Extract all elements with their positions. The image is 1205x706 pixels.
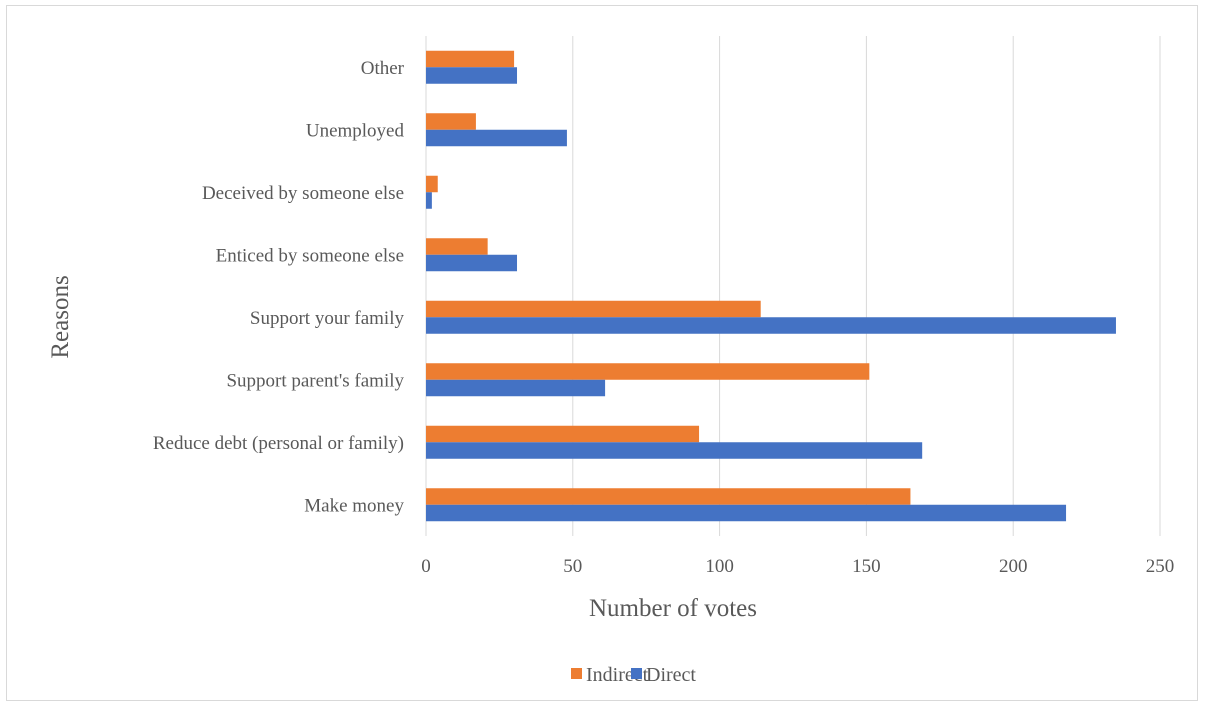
y-axis-title: Reasons bbox=[47, 275, 74, 358]
bar-direct bbox=[426, 379, 606, 397]
category-label: Support parent's family bbox=[226, 370, 404, 391]
bar-direct bbox=[426, 67, 518, 84]
bar-indirect bbox=[426, 488, 911, 505]
bar-direct bbox=[426, 317, 1116, 334]
bar-indirect bbox=[426, 300, 761, 318]
category-label: Make money bbox=[304, 495, 404, 516]
bar-direct bbox=[426, 442, 923, 459]
legend-swatch-indirect bbox=[571, 668, 582, 679]
category-label: Deceived by someone else bbox=[202, 183, 404, 204]
legend-label-direct: Direct bbox=[646, 664, 696, 686]
category-label: Other bbox=[361, 58, 405, 79]
category-label: Enticed by someone else bbox=[216, 245, 404, 266]
category-label: Unemployed bbox=[306, 120, 405, 141]
bars bbox=[426, 50, 1116, 522]
category-label: Reduce debt (personal or family) bbox=[153, 433, 404, 454]
bar-direct bbox=[426, 504, 1067, 522]
bar-indirect bbox=[426, 425, 700, 443]
bar-indirect bbox=[426, 175, 438, 193]
x-axis-title: Number of votes bbox=[589, 595, 757, 622]
bar-direct bbox=[426, 192, 432, 209]
x-tick-label: 200 bbox=[999, 556, 1028, 577]
bar-indirect bbox=[426, 50, 515, 68]
x-tick-label: 150 bbox=[852, 556, 881, 577]
x-tick-labels: 0 50 100 150 200 250 bbox=[421, 556, 1174, 577]
bar-direct bbox=[426, 254, 518, 272]
legend-swatch-direct bbox=[631, 668, 642, 679]
bar-direct bbox=[426, 129, 567, 147]
x-tick-label: 250 bbox=[1146, 556, 1175, 577]
x-tick-label: 50 bbox=[563, 556, 582, 577]
bar-indirect bbox=[426, 363, 870, 380]
bar-indirect bbox=[426, 238, 488, 255]
category-label: Support your family bbox=[250, 308, 405, 329]
gridlines bbox=[425, 36, 1161, 536]
chart-frame bbox=[6, 5, 1198, 701]
x-tick-label: 0 bbox=[421, 556, 431, 577]
x-tick-label: 100 bbox=[705, 556, 734, 577]
category-labels: Make money Reduce debt (personal or famil… bbox=[153, 58, 405, 517]
bar-indirect bbox=[426, 113, 476, 130]
